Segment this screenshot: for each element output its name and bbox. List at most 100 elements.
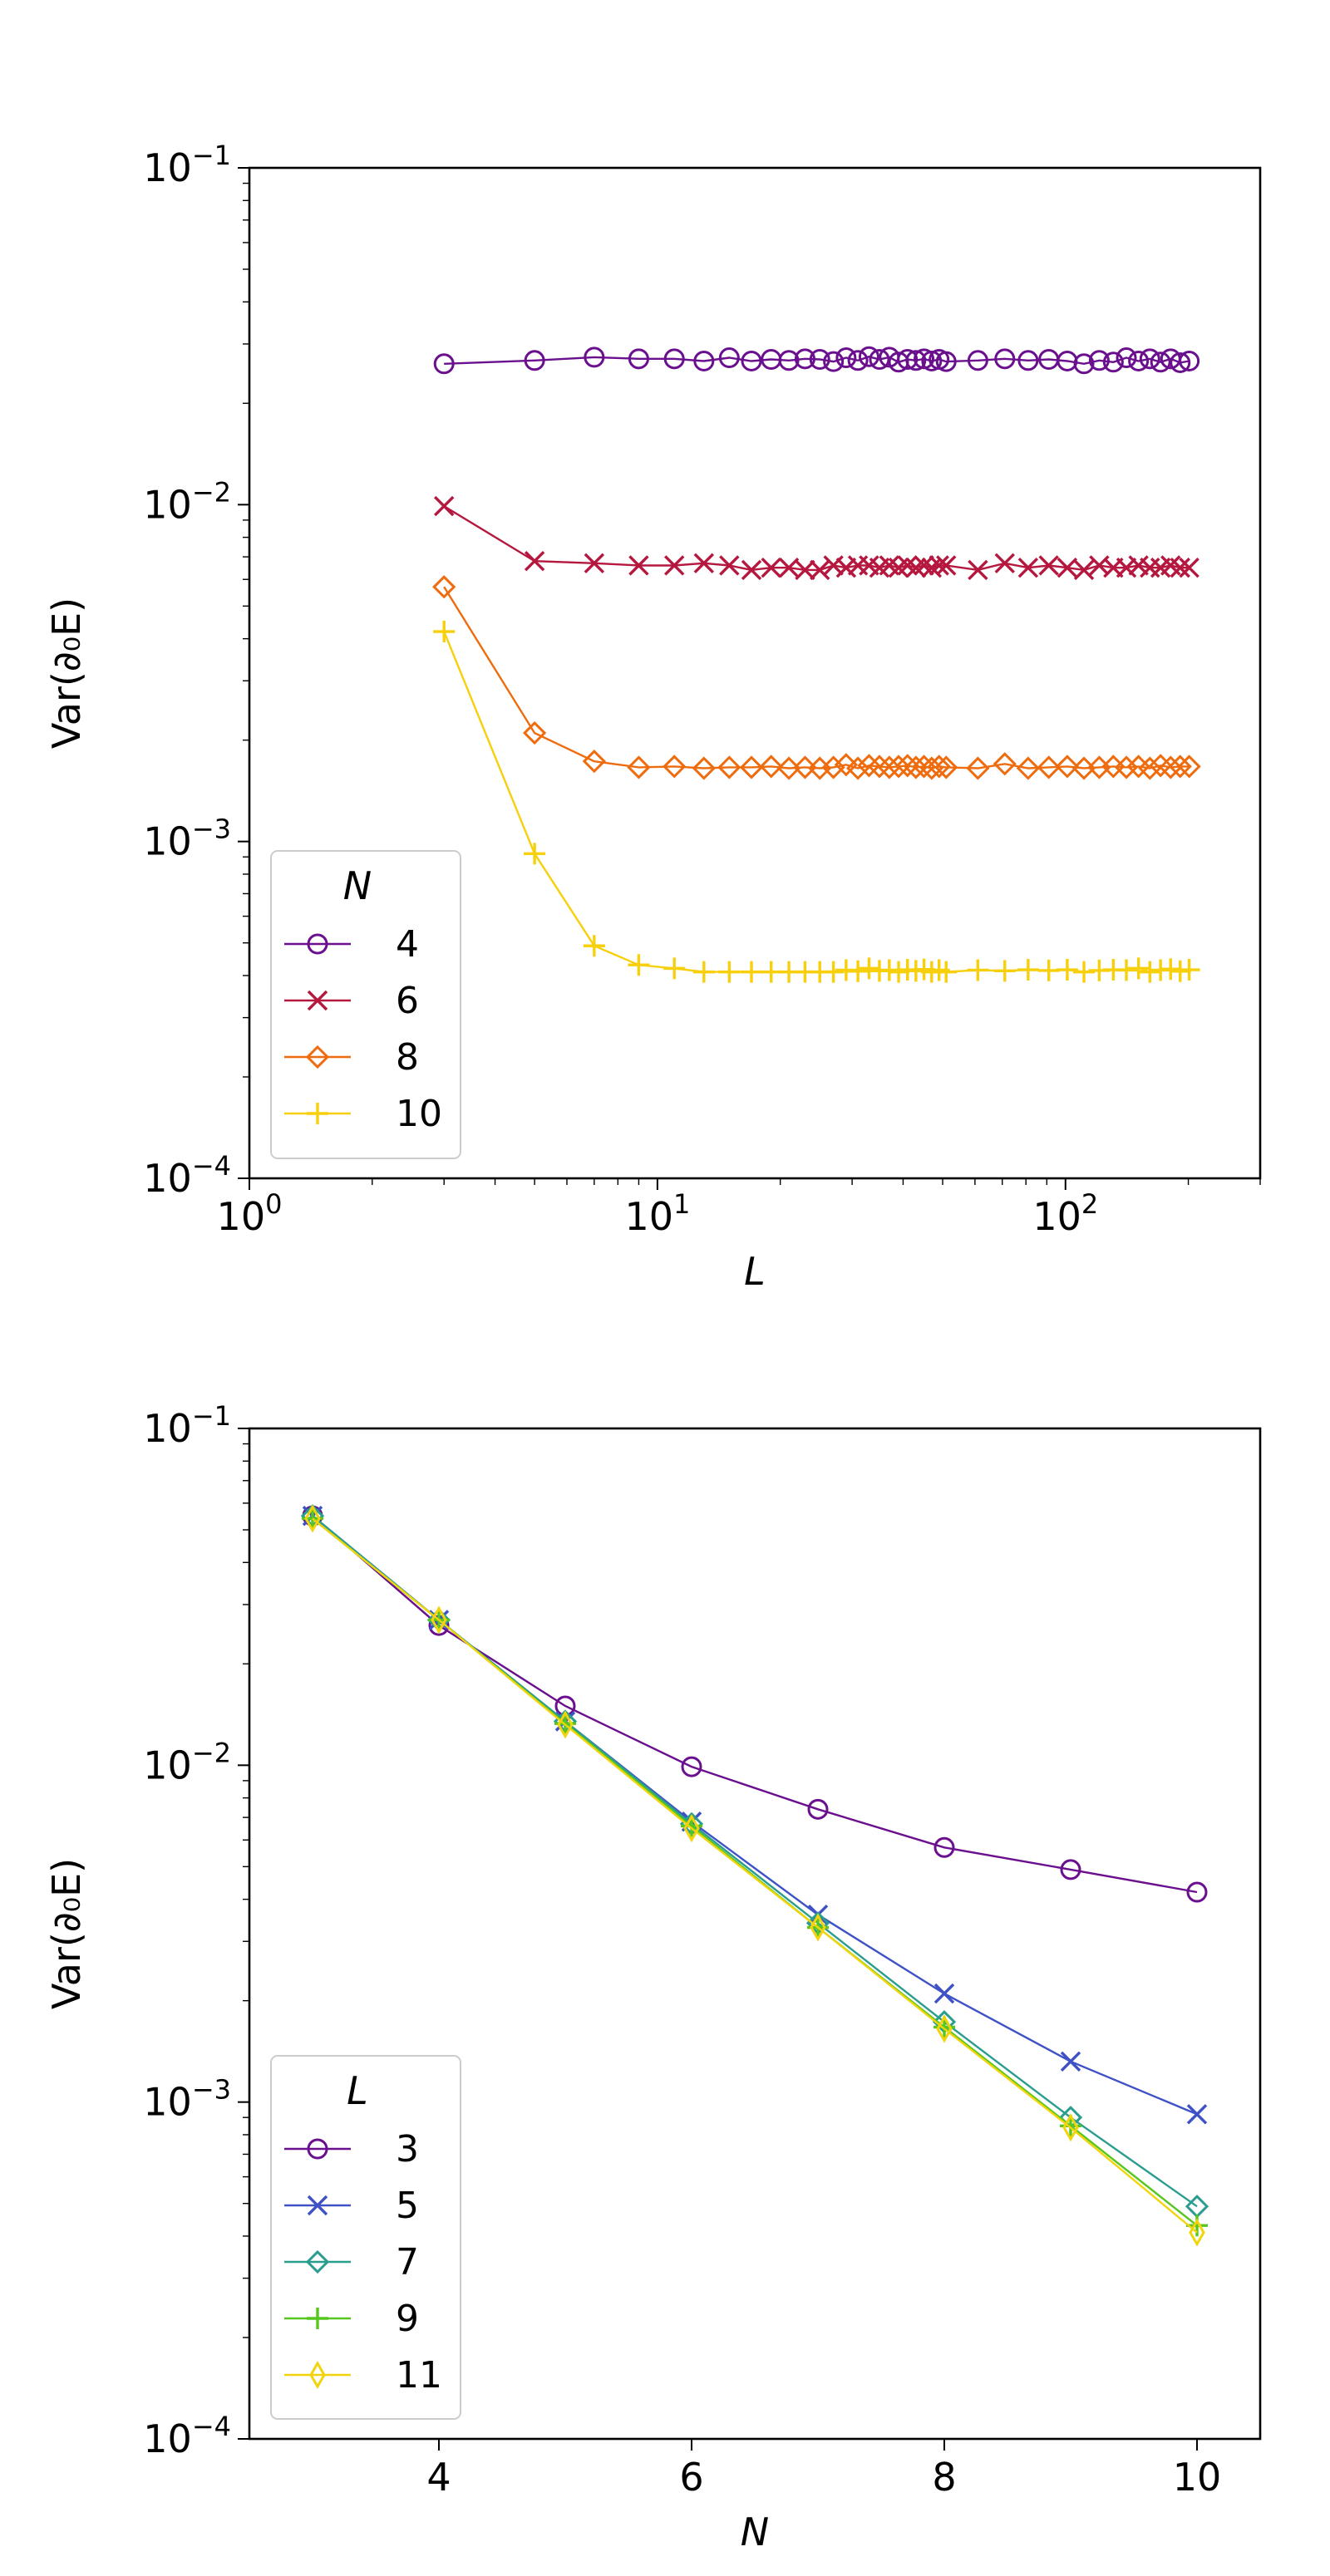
series-4-point [967,350,988,371]
x-tick-exponent: 0 [265,1188,282,1220]
series-6-point [994,553,1015,574]
series-8-point [1016,756,1040,780]
series-8-point [857,754,881,778]
x-tick-label: 6 [679,2455,703,2500]
y-tick-base: 10 [143,1743,192,1787]
series-10-point [1139,961,1161,983]
series-4-point [693,350,715,371]
series-10-point [741,961,763,983]
y-tick-base: 10 [143,1156,192,1201]
y-tick-label: 10−2 [143,1737,231,1787]
series-5 [302,1506,1208,2125]
series-6-point [1038,555,1059,576]
series-4-point [741,350,762,371]
series-10-point [1017,959,1039,981]
series-4-line [444,356,1190,366]
series-10-point [628,954,650,976]
series-4-point [1150,351,1171,373]
series-7-point [1185,2195,1209,2219]
series-4-point [1088,350,1110,371]
series-10-point [1127,957,1150,980]
series-4 [433,346,1200,375]
series-3-point [681,1756,702,1777]
series-4-point [628,348,649,370]
series-10-point [993,960,1016,982]
series-4-point [905,350,927,371]
series-4-point [584,347,605,368]
series-3-line [312,1515,1198,1894]
x-tick-base: 10 [217,1194,266,1239]
y-tick-base: 10 [143,482,192,527]
series-10-point [847,960,869,982]
y-tick-base: 10 [143,2416,192,2461]
legend-entry-6: 6 [284,980,419,1022]
series-4-point [1139,348,1160,370]
series-6-point [628,555,649,576]
series-10-point [1073,961,1096,983]
series-8-point [895,754,919,778]
series-5-point [933,1983,955,2004]
series-8-line [443,586,1190,769]
legend-label: 5 [396,2185,419,2227]
series-8-point [1168,755,1192,779]
series-6-point [795,559,815,581]
series-8-point [692,756,716,780]
series-10-point [1116,959,1138,981]
x-tick-label: 4 [426,2455,451,2500]
series-10-point [692,961,715,983]
series-6-point [693,553,715,574]
series-4-point [809,348,830,370]
series-8 [432,575,1201,780]
series-8-point [582,750,606,774]
series-6-point [1017,557,1039,578]
series-8-point [927,755,951,779]
series-6-point [936,555,957,576]
series-4-point [835,347,857,369]
y-tick-label: 10−3 [143,814,231,864]
series-8-point [834,753,859,777]
series-8-point [845,756,870,780]
series-10-point [858,957,880,980]
series-8-point [993,752,1017,776]
series-8-point [717,755,741,779]
legend: L3 5 7 9 11 [270,2055,461,2420]
legend-label: 9 [396,2298,419,2340]
x-tick-label: 100 [217,1188,283,1239]
legend-marker [307,2308,328,2329]
x-axis-label: L [744,1249,766,1294]
series-3-point [1060,1859,1081,1880]
series-4-point [823,351,845,372]
series-8-point [793,755,817,779]
series-4-point [718,347,740,369]
series-6-point [823,555,844,576]
series-11-point [936,2014,953,2043]
y-axis-label: Var(∂₀E) [44,597,89,749]
series-6-point [664,555,685,576]
y-tick-label: 10−1 [143,140,231,190]
series-8-point [627,755,651,779]
series-8-point [912,755,936,779]
series-6-point [1179,557,1199,578]
series-5-point [1060,2051,1081,2072]
series-10-point [718,961,741,983]
legend-label: 3 [396,2128,419,2170]
series-6-point [929,555,949,576]
series-6-point [810,559,830,581]
series-8-point [1138,756,1162,780]
legend-marker [305,1045,330,1069]
series-10-line [443,631,1190,973]
series-8-point [821,755,845,779]
series-10 [433,621,1200,983]
series-8-point [904,755,928,779]
series-4-point [858,346,879,367]
series-4-point [1179,350,1200,371]
series-8-point [966,756,990,780]
series-8-point [886,755,911,779]
y-tick-base: 10 [143,1406,192,1451]
legend-entry-8: 8 [284,1036,419,1079]
series-8-point [522,720,547,745]
series-3 [302,1505,1208,1903]
series-8-point [867,755,892,779]
legend-label: 10 [396,1093,442,1135]
series-10-point [822,961,845,983]
